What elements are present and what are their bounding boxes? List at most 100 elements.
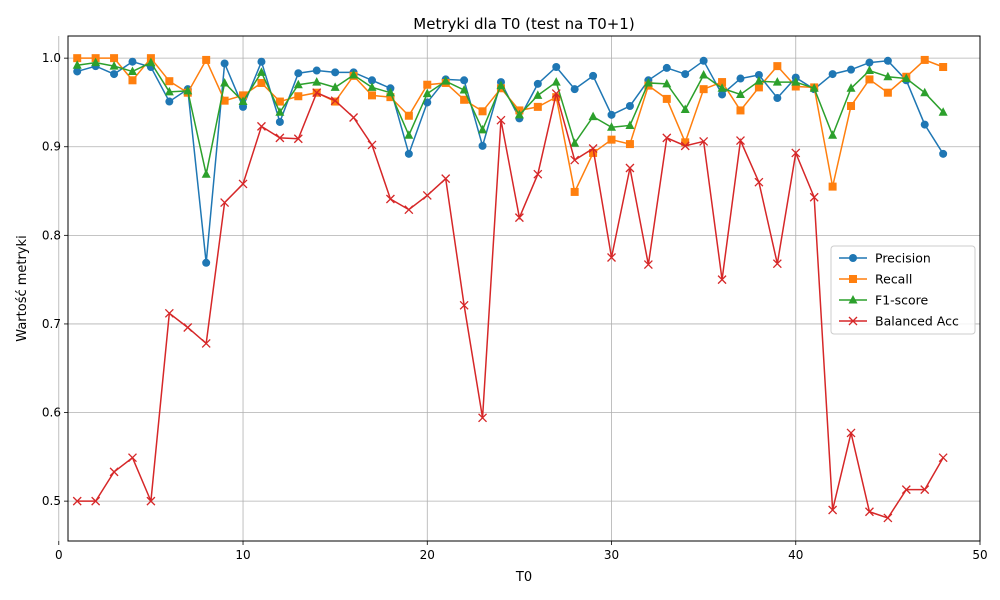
- data-point-balanced-acc: [828, 505, 838, 515]
- data-point-precision: [699, 56, 708, 65]
- data-point-f1-score: [625, 120, 635, 129]
- data-point-f1-score: [72, 60, 82, 69]
- data-point-balanced-acc: [183, 323, 193, 332]
- data-point-balanced-acc: [570, 155, 580, 165]
- legend-label: Balanced Acc: [875, 314, 959, 329]
- data-point-recall: [773, 62, 782, 71]
- y-tick-label: 0.7: [42, 317, 61, 331]
- data-point-f1-score: [109, 61, 119, 70]
- data-point-precision: [570, 85, 579, 94]
- data-point-precision: [920, 120, 929, 129]
- data-point-precision: [533, 79, 542, 88]
- data-point-balanced-acc: [220, 198, 230, 208]
- data-point-precision: [257, 57, 266, 66]
- legend-label: F1-score: [875, 293, 929, 308]
- data-point-f1-score: [238, 96, 248, 106]
- data-point-recall: [607, 135, 616, 144]
- x-tick-label: 10: [235, 548, 250, 562]
- data-point-balanced-acc: [385, 194, 395, 204]
- data-point-f1-score: [256, 67, 266, 76]
- data-point-precision: [128, 57, 137, 66]
- data-point-precision: [404, 149, 413, 158]
- data-point-f1-score: [146, 57, 156, 67]
- y-tick-label: 0.5: [42, 494, 61, 508]
- legend-box: [830, 245, 976, 335]
- data-point-f1-score: [920, 87, 930, 97]
- data-point-balanced-acc: [72, 496, 82, 506]
- data-point-balanced-acc: [496, 115, 506, 125]
- data-point-precision: [73, 67, 82, 76]
- data-point-f1-score: [717, 83, 727, 92]
- legend-item-balanced-acc: Balanced Acc: [839, 314, 959, 329]
- data-point-balanced-acc: [864, 507, 874, 517]
- data-point-recall: [920, 55, 929, 64]
- x-tick-label: 20: [420, 548, 435, 562]
- data-point-balanced-acc: [607, 253, 616, 262]
- data-point-f1-score: [201, 169, 211, 178]
- data-point-precision: [220, 59, 229, 68]
- data-point-precision: [110, 70, 119, 79]
- data-point-f1-score: [864, 65, 874, 75]
- data-point-precision: [423, 98, 432, 107]
- data-point-recall: [699, 85, 708, 94]
- data-point-recall: [883, 88, 892, 97]
- data-point-balanced-acc: [846, 428, 856, 438]
- data-point-recall: [73, 54, 82, 63]
- data-point-recall: [570, 187, 579, 196]
- data-point-balanced-acc: [128, 453, 137, 463]
- data-point-precision: [625, 101, 634, 110]
- data-point-balanced-acc: [551, 89, 561, 99]
- data-point-recall: [662, 94, 671, 103]
- data-point-precision: [865, 58, 874, 67]
- data-point-f1-score: [588, 111, 598, 121]
- data-point-recall: [828, 182, 837, 191]
- data-point-balanced-acc: [293, 134, 303, 144]
- series-layer: [72, 54, 948, 523]
- data-point-balanced-acc: [680, 141, 690, 151]
- data-point-f1-score: [312, 77, 322, 86]
- data-point-balanced-acc: [109, 467, 119, 477]
- data-point-balanced-acc: [478, 413, 488, 423]
- x-tick-label: 40: [788, 548, 803, 562]
- data-point-f1-score: [699, 69, 709, 79]
- data-point-balanced-acc: [201, 338, 211, 348]
- data-point-recall: [460, 95, 469, 104]
- data-point-recall: [681, 138, 690, 147]
- data-point-balanced-acc: [883, 513, 893, 523]
- data-point-f1-score: [570, 138, 580, 147]
- y-tick-label: 1.0: [42, 51, 61, 65]
- data-point-precision: [718, 90, 727, 99]
- data-point-f1-score: [441, 76, 451, 85]
- data-point-precision: [847, 65, 856, 74]
- y-tick-label: 0.6: [42, 406, 61, 420]
- legend-marker: [848, 316, 858, 326]
- data-point-balanced-acc: [349, 113, 359, 122]
- data-point-balanced-acc: [717, 275, 727, 285]
- data-point-f1-score: [680, 104, 690, 114]
- data-point-balanced-acc: [791, 148, 801, 158]
- data-point-precision: [165, 97, 174, 106]
- data-point-precision: [662, 63, 671, 72]
- data-point-f1-score: [349, 69, 359, 79]
- data-point-balanced-acc: [164, 308, 174, 318]
- data-point-f1-score: [275, 107, 285, 116]
- data-point-balanced-acc: [459, 300, 469, 310]
- data-point-recall: [939, 63, 948, 72]
- data-point-f1-score: [662, 78, 672, 88]
- data-point-precision: [312, 66, 321, 75]
- data-point-recall: [165, 77, 174, 86]
- data-point-precision: [681, 70, 690, 79]
- data-point-f1-score: [901, 73, 911, 83]
- data-point-precision: [331, 68, 340, 77]
- data-point-f1-score: [772, 77, 782, 86]
- data-point-recall: [294, 92, 303, 101]
- data-point-balanced-acc: [256, 121, 266, 131]
- data-point-f1-score: [293, 79, 303, 89]
- data-point-balanced-acc: [533, 169, 543, 179]
- data-point-precision: [883, 56, 892, 65]
- data-point-recall: [110, 54, 119, 63]
- data-point-recall: [718, 78, 727, 87]
- data-point-recall: [478, 107, 487, 116]
- legend-item-recall: Recall: [839, 272, 912, 287]
